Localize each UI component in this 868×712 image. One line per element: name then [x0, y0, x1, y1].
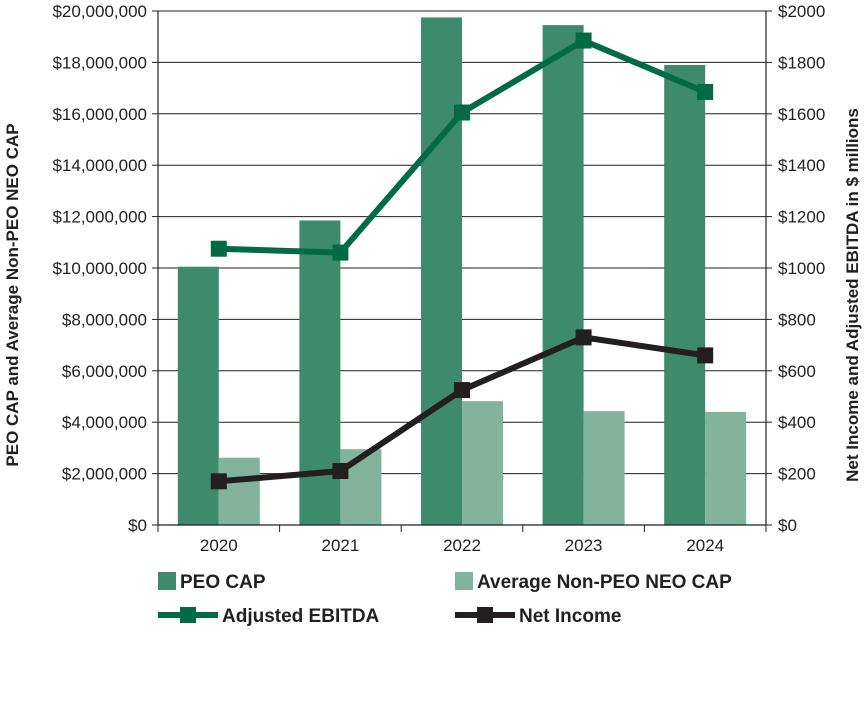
legend-label-peo-cap: PEO CAP: [180, 572, 266, 593]
right-axis-title: Net Income and Adjusted EBITDA in $ mill…: [843, 108, 862, 482]
right-axis-tick-label: $0: [778, 516, 797, 535]
point-adjusted-ebitda-2022: [454, 104, 470, 121]
point-net-income-2020: [210, 473, 227, 490]
bar-average-non-peo-neo-cap-2023: [583, 411, 625, 525]
left-axis-title: PEO CAP and Average Non-PEO NEO CAP: [3, 123, 22, 466]
left-axis-tick-label: $12,000,000: [52, 208, 147, 227]
axes: [152, 10, 772, 532]
x-axis-tick-label: 2022: [443, 536, 481, 555]
left-axis-tick-label: $10,000,000: [52, 259, 147, 278]
right-axis-tick-label: $1600: [778, 105, 825, 124]
right-axis-tick-label: $600: [778, 362, 816, 381]
point-net-income-2021: [332, 463, 349, 480]
left-axis-ticks: $0 $2,000,000 $4,000,000 $6,000,000 $8,000,0…: [52, 2, 147, 535]
left-axis-tick-label: $6,000,000: [62, 362, 147, 381]
legend-swatch-avg-non-peo: [455, 572, 473, 590]
left-axis-tick-label: $8,000,000: [62, 310, 147, 329]
legend-label-avg-non-peo: Average Non-PEO NEO CAP: [477, 572, 732, 593]
right-axis-tick-label: $200: [778, 465, 816, 484]
bars: [177, 17, 747, 526]
point-adjusted-ebitda-2023: [575, 32, 592, 49]
right-axis-tick-label: $1200: [778, 208, 825, 227]
bar-peo-cap-2021: [299, 220, 341, 525]
right-axis-tick-label: $800: [778, 310, 816, 329]
legend-marker-net-income: [477, 607, 493, 623]
bar-average-non-peo-neo-cap-2024: [705, 411, 747, 525]
point-net-income-2023: [575, 329, 592, 346]
bar-average-non-peo-neo-cap-2022: [462, 401, 503, 525]
legend: PEO CAP Average Non-PEO NEO CAP Adjusted…: [158, 572, 732, 627]
left-axis-tick-label: $2,000,000: [62, 465, 147, 484]
right-axis-tick-label: $2000: [778, 2, 825, 21]
x-axis-tick-label: 2020: [200, 536, 238, 555]
legend-label-net-income: Net Income: [519, 606, 621, 627]
bar-peo-cap-2023: [542, 25, 584, 525]
point-adjusted-ebitda-2024: [697, 83, 714, 100]
bar-average-non-peo-neo-cap-2020: [218, 457, 260, 525]
legend-marker-adjusted-ebitda: [180, 607, 196, 623]
lines: [210, 32, 714, 490]
right-axis-tick-label: $400: [778, 413, 816, 432]
point-net-income-2024: [697, 347, 714, 364]
bar-peo-cap-2024: [664, 64, 706, 525]
right-axis-ticks: $0 $200 $400 $600 $800 $1000 $1200 $1400 $1600 $1…: [778, 2, 825, 535]
left-axis-tick-label: $16,000,000: [52, 105, 147, 124]
right-axis-tick-label: $1400: [778, 156, 825, 175]
bar-peo-cap-2022: [421, 17, 462, 526]
point-net-income-2022: [454, 382, 470, 399]
left-axis-tick-label: $14,000,000: [52, 156, 147, 175]
point-adjusted-ebitda-2021: [332, 244, 349, 261]
bar-average-non-peo-neo-cap-2021: [340, 449, 382, 525]
legend-swatch-peo-cap: [158, 572, 176, 590]
right-axis-tick-label: $1800: [778, 53, 825, 72]
x-axis-tick-label: 2024: [686, 536, 724, 555]
point-adjusted-ebitda-2020: [210, 240, 227, 257]
left-axis-tick-label: $18,000,000: [52, 53, 147, 72]
x-axis-tick-label: 2021: [321, 536, 359, 555]
right-axis-tick-label: $1000: [778, 259, 825, 278]
x-axis-ticks: 2020 2021 2022 2023 2024: [200, 536, 724, 555]
legend-label-adjusted-ebitda: Adjusted EBITDA: [222, 606, 380, 627]
left-axis-tick-label: $0: [128, 516, 147, 535]
left-axis-tick-label: $20,000,000: [52, 2, 147, 21]
x-axis-tick-label: 2023: [565, 536, 603, 555]
left-axis-tick-label: $4,000,000: [62, 413, 147, 432]
